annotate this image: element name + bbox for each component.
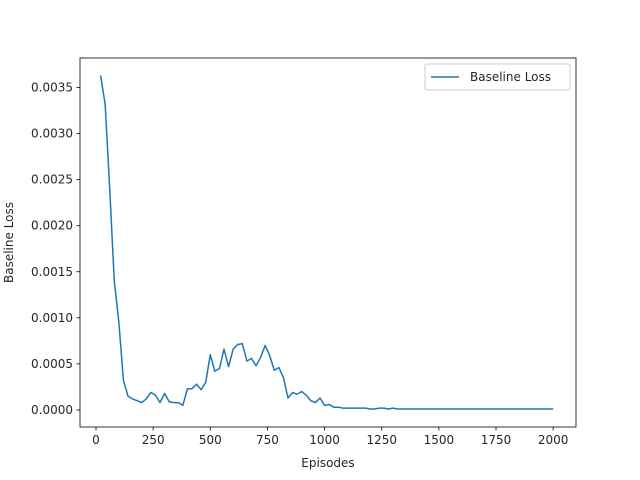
- y-tick-label: 0.0010: [31, 311, 73, 325]
- x-tick-label: 1250: [366, 433, 397, 447]
- y-tick-label: 0.0020: [31, 219, 73, 233]
- x-tick-label: 250: [142, 433, 165, 447]
- x-tick-label: 1500: [424, 433, 455, 447]
- y-tick-label: 0.0025: [31, 173, 73, 187]
- y-tick-label: 0.0030: [31, 127, 73, 141]
- legend-box: [424, 63, 571, 91]
- legend: Baseline Loss: [424, 63, 571, 91]
- y-axis-label: Baseline Loss: [2, 202, 16, 283]
- y-tick-label: 0.0005: [31, 357, 73, 371]
- x-axis-ticks: 0 250 500 750 1000 1250 1500 1750 2000: [92, 427, 568, 447]
- plot-area: [79, 57, 577, 428]
- y-axis-ticks: 0.0000 0.0005 0.0010 0.0015 0.0020 0.0025 0.00…: [31, 80, 80, 417]
- x-axis-label: Episodes: [301, 456, 354, 470]
- series-line-baseline-loss: [99, 75, 554, 410]
- x-tick-label: 0: [92, 433, 100, 447]
- x-tick-label: 500: [199, 433, 222, 447]
- x-tick-label: 750: [256, 433, 279, 447]
- y-tick-label: 0.0000: [31, 403, 73, 417]
- y-tick-label: 0.0035: [31, 80, 73, 94]
- axes-frame: [79, 57, 577, 428]
- y-tick-label: 0.0015: [31, 265, 73, 279]
- series-layer: [99, 75, 554, 410]
- x-tick-label: 1750: [481, 433, 512, 447]
- legend-entry-baseline-loss: Baseline Loss: [470, 70, 551, 84]
- x-tick-label: 1000: [309, 433, 340, 447]
- x-tick-label: 2000: [538, 433, 569, 447]
